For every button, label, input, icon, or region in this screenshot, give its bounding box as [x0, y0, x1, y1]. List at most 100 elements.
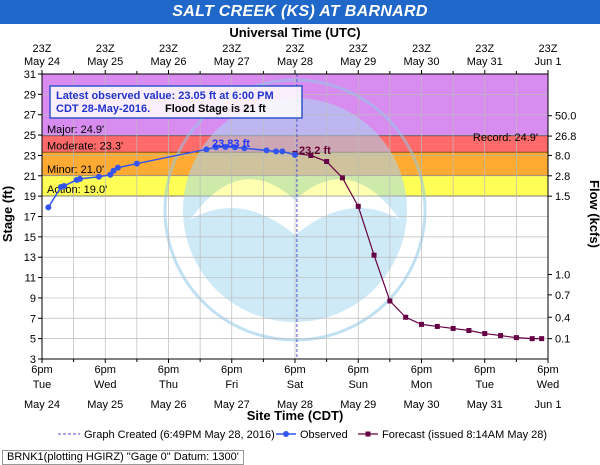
y-tick-label: 19: [24, 191, 36, 203]
y-tick-label: 11: [25, 273, 36, 285]
bottom-tick-label-date: May 26: [150, 399, 186, 411]
forecast-point: [339, 175, 345, 181]
bottom-tick-label-day: Sun: [348, 379, 368, 391]
observed-point: [61, 182, 68, 189]
bottom-axis-title: Site Time (CDT): [247, 408, 344, 423]
top-tick-label-hour: 23Z: [96, 43, 115, 55]
bottom-tick-label-day: Wed: [94, 379, 116, 391]
top-axis-title: Universal Time (UTC): [229, 25, 360, 40]
info-line-2a: CDT 28-May-2016.: [56, 103, 150, 115]
y-tick-label: 15: [24, 232, 36, 244]
bottom-tick-label-hour: 6pm: [95, 364, 116, 376]
flow-tick-label: 0.4: [555, 312, 570, 324]
flow-tick-label: 0.1: [555, 334, 570, 346]
right-axis-title: Flow (kcfs): [587, 180, 600, 248]
bottom-tick-label-date: May 25: [87, 399, 123, 411]
y-tick-label: 29: [24, 89, 36, 101]
bottom-tick-label-date: May 24: [24, 399, 60, 411]
observed-point: [133, 160, 140, 167]
bottom-tick-label-date: Jun 1: [535, 399, 562, 411]
top-tick-label-hour: 23Z: [159, 43, 178, 55]
observed-point: [263, 147, 270, 154]
y-tick-label: 9: [30, 293, 36, 305]
top-tick-label-hour: 23Z: [286, 43, 305, 55]
observed-point: [45, 204, 52, 211]
bottom-tick-label-hour: 6pm: [221, 364, 242, 376]
bottom-tick-label-day: Sat: [287, 379, 304, 391]
y-tick-label: 7: [30, 313, 36, 325]
forecast-point: [419, 321, 424, 327]
top-tick-label-date: Jun 1: [535, 56, 562, 68]
observed-point: [212, 144, 219, 151]
crest-observed-label: 23.83 ft: [212, 138, 250, 150]
info-box: Latest observed value: 23.05 ft at 6:00 …: [49, 85, 303, 119]
forecast-point: [482, 331, 488, 337]
footer-datum: BRNK1(plotting HGIRZ) "Gage 0" Datum: 13…: [2, 450, 244, 465]
legend-forecast-marker: [365, 431, 371, 437]
bottom-tick-label-hour: 6pm: [158, 364, 179, 376]
bottom-tick-label-hour: 6pm: [411, 364, 432, 376]
bottom-tick-label-hour: 6pm: [31, 364, 52, 376]
top-tick-label-hour: 23Z: [222, 43, 241, 55]
info-line-1: Latest observed value: 23.05 ft at 6:00 …: [56, 90, 274, 102]
observed-point: [107, 171, 114, 178]
observed-point: [95, 173, 102, 180]
category-label-major: Major: 24.9': [47, 124, 104, 136]
crest-forecast-label: 23.2 ft: [299, 145, 331, 157]
bottom-tick-label-day: Thu: [159, 379, 178, 391]
top-tick-label-hour: 23Z: [475, 43, 494, 55]
observed-point: [76, 175, 83, 182]
bottom-tick-label-day: Fri: [225, 379, 238, 391]
top-tick-label-hour: 23Z: [412, 43, 431, 55]
bottom-tick-label-hour: 6pm: [348, 364, 369, 376]
forecast-point: [466, 328, 472, 333]
observed-point: [222, 143, 229, 150]
forecast-point: [434, 323, 440, 329]
bottom-tick-label-hour: 6pm: [474, 364, 495, 376]
forecast-point: [450, 325, 456, 331]
y-tick-label: 13: [24, 252, 36, 264]
observed-point: [203, 146, 210, 153]
top-tick-label-hour: 23Z: [33, 43, 52, 55]
forecast-point: [324, 159, 330, 165]
y-tick-label: 3: [30, 354, 36, 366]
legend-forecast-label: Forecast (issued 8:14AM May 28): [382, 429, 547, 441]
y-tick-label: 25: [24, 130, 36, 142]
top-tick-label-date: May 31: [467, 56, 503, 68]
top-tick-label-date: May 27: [214, 56, 250, 68]
top-tick-label-hour: 23Z: [349, 43, 368, 55]
forecast-point: [403, 314, 409, 320]
forecast-point: [513, 335, 519, 341]
bottom-tick-label-day: Mon: [411, 379, 432, 391]
y-tick-label: 5: [30, 334, 36, 346]
top-tick-label-date: May 28: [277, 56, 313, 68]
bottom-tick-label-hour: 6pm: [284, 364, 305, 376]
flow-tick-label: 1.0: [555, 270, 570, 282]
bottom-tick-label-day: Tue: [475, 379, 494, 391]
legend-observed-label: Observed: [300, 429, 348, 441]
hydrograph-chart: Universal Time (UTC) Stage (ft) Flow (kc…: [0, 25, 600, 441]
y-tick-label: 23: [24, 150, 36, 162]
top-tick-label-date: May 30: [403, 56, 439, 68]
legend-created-label: Graph Created (6:49PM May 28, 2016): [84, 429, 275, 441]
bottom-tick-label-day: Wed: [537, 379, 559, 391]
forecast-point: [355, 203, 361, 209]
bottom-tick-label-date: May 27: [214, 399, 250, 411]
observed-point: [231, 144, 238, 151]
top-tick-label-date: May 25: [87, 56, 123, 68]
forecast-point: [308, 152, 314, 158]
bottom-tick-label-day: Tue: [33, 379, 52, 391]
title-bar: SALT CREEK (KS) AT BARNARD: [0, 0, 600, 24]
y-tick-label: 21: [24, 171, 36, 183]
y-tick-label: 27: [24, 110, 36, 122]
category-label-moderate: Moderate: 23.3': [47, 140, 123, 152]
bottom-tick-label-date: May 31: [467, 399, 503, 411]
chart-title: SALT CREEK (KS) AT BARNARD: [172, 3, 428, 20]
top-tick-label-date: May 24: [24, 56, 60, 68]
top-tick-label-hour: 23Z: [539, 43, 558, 55]
left-axis-title: Stage (ft): [0, 186, 15, 242]
top-tick-label-date: May 26: [150, 56, 186, 68]
forecast-point: [387, 298, 393, 304]
record-label: Record: 24.9': [473, 132, 538, 144]
observed-point: [292, 151, 298, 158]
